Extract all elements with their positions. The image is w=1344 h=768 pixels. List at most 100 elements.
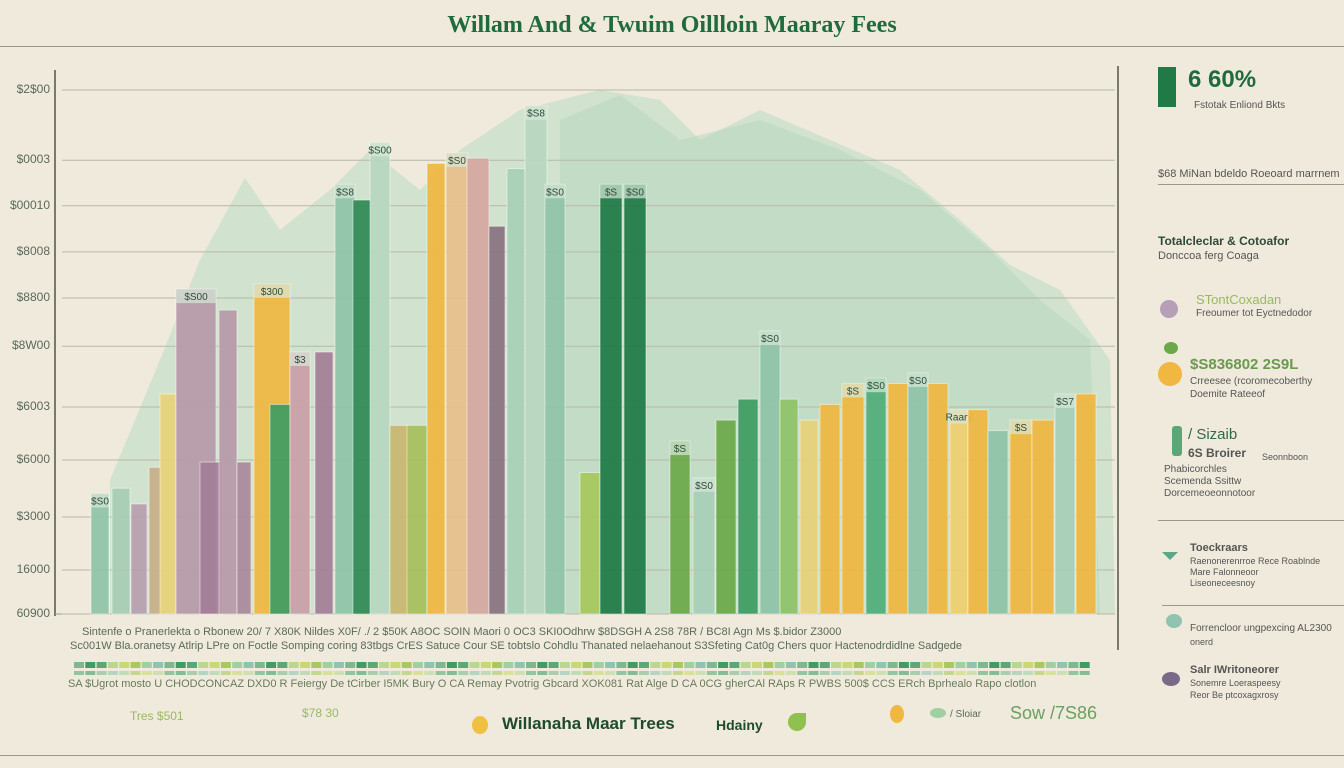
legend-swatch <box>503 662 514 668</box>
item-4-title: Toeckraars <box>1190 542 1248 554</box>
side-divider-1 <box>1158 184 1344 185</box>
legend-swatch <box>978 671 988 675</box>
legend-swatch <box>107 671 118 675</box>
footer-right-1: / Sloiar <box>950 709 982 720</box>
legend-swatch <box>266 662 277 668</box>
triangle-icon <box>1162 552 1178 560</box>
bar <box>927 382 949 615</box>
item-3-e: Scemenda Ssittw <box>1164 476 1242 487</box>
legend-swatch <box>706 671 717 675</box>
bar-label: $S0 <box>626 187 644 198</box>
item-3-d: Phabicorchles <box>1164 464 1227 475</box>
legend-swatch <box>367 662 378 668</box>
x-labels-row-3: SA $Ugrot mosto U CHODCONCAZ DXD0 R Feie… <box>68 678 1037 690</box>
bar-label: $S <box>847 386 860 397</box>
legend-swatch <box>96 671 107 675</box>
legend-swatch <box>232 671 243 675</box>
legend-swatch <box>492 671 503 675</box>
item-3-c: Seonnboon <box>1262 452 1309 462</box>
legend-swatch <box>322 662 333 668</box>
side-divider-3 <box>1162 605 1344 606</box>
legend-swatch <box>1011 662 1022 668</box>
legend-dot-teal <box>1166 614 1182 628</box>
leaf-icon <box>788 713 806 731</box>
legend-swatch <box>390 671 401 675</box>
legend-swatch <box>593 671 604 675</box>
legend-swatch <box>141 662 152 668</box>
bar <box>759 330 781 615</box>
legend-swatch <box>593 662 604 668</box>
legend-swatch <box>198 662 209 668</box>
item-3-f: Dorcemeoeonnotoor <box>1164 488 1256 499</box>
legend-dot-yellow <box>472 716 488 734</box>
legend-swatch <box>130 662 141 668</box>
bar <box>799 419 819 615</box>
legend-swatch <box>887 671 898 675</box>
legend-swatch <box>1079 671 1090 675</box>
bar <box>907 372 929 615</box>
bar <box>1054 393 1076 615</box>
legend-swatch <box>1045 662 1056 668</box>
legend-swatch <box>379 662 390 668</box>
legend-swatch <box>107 662 118 668</box>
y-tick-label: $8008 <box>16 243 50 258</box>
legend-swatch <box>153 671 164 675</box>
legend-swatch <box>978 662 988 668</box>
bar-label: $S00 <box>184 292 208 303</box>
y-tick-label: 16000 <box>16 561 50 576</box>
legend-swatch <box>220 671 231 675</box>
bar-label-bg <box>624 184 646 199</box>
legend-swatch <box>277 671 288 675</box>
legend-swatch <box>537 662 548 668</box>
legend-swatch <box>424 662 435 668</box>
chart-title: Willam And & Twuim Oillloin Maaray Fees <box>447 12 897 38</box>
legend-swatch <box>209 671 220 675</box>
legend-swatch <box>808 662 819 668</box>
legend-swatch <box>865 662 875 668</box>
bar <box>289 351 311 615</box>
footer-left-2: $78 30 <box>302 706 339 720</box>
legend-swatch <box>175 662 186 668</box>
legend-swatch <box>627 662 638 668</box>
legend-swatch <box>785 671 796 675</box>
legend-swatch <box>966 662 977 668</box>
bar-label: $S8 <box>336 187 354 198</box>
legend-dot-purple <box>1162 672 1180 686</box>
legend-swatch <box>661 662 672 668</box>
bar-label: $S7 <box>1056 397 1074 408</box>
bar-label-bg <box>670 441 690 456</box>
legend-swatch <box>853 662 864 668</box>
legend-label: Willanaha Maar Trees <box>502 714 675 733</box>
item-6-a: Sonemre Loeraspeesy <box>1190 678 1281 688</box>
legend-swatch <box>458 662 469 668</box>
bar-label-bg <box>760 331 780 346</box>
leaf-icon <box>1164 342 1178 354</box>
legend-swatch <box>187 671 197 675</box>
legend-swatch <box>322 671 333 675</box>
legend-swatch <box>96 662 107 668</box>
legend-swatch <box>311 671 322 675</box>
legend-swatch <box>639 671 649 675</box>
legend-swatch <box>955 671 966 675</box>
legend-swatch <box>300 662 310 668</box>
legend-swatch <box>797 662 808 668</box>
legend-swatch <box>119 662 130 668</box>
legend-swatch <box>650 671 661 675</box>
legend-swatch <box>1000 671 1011 675</box>
legend-swatch <box>616 671 627 675</box>
bar <box>599 183 623 615</box>
legend-dot-orange <box>890 705 904 723</box>
bar <box>544 183 566 615</box>
legend-swatch <box>842 671 853 675</box>
legend-swatch <box>1011 671 1022 675</box>
bar <box>967 409 989 615</box>
legend-swatch <box>910 662 921 668</box>
legend-swatch <box>288 662 299 668</box>
bar <box>389 424 409 615</box>
legend-swatch <box>548 662 559 668</box>
legend-swatch <box>288 671 299 675</box>
legend-swatch <box>672 671 683 675</box>
bar-label: $3 <box>294 355 306 366</box>
bar <box>236 461 252 615</box>
item-1-title: STontCoxadan <box>1196 292 1282 307</box>
